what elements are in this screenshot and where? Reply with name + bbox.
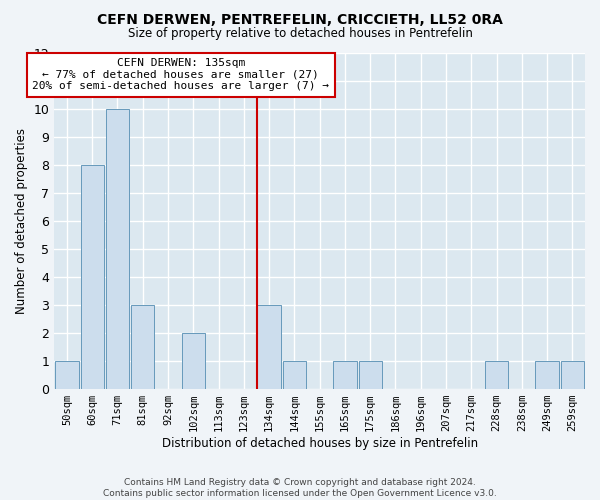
Bar bbox=[131, 305, 154, 389]
Text: CEFN DERWEN: 135sqm
← 77% of detached houses are smaller (27)
20% of semi-detach: CEFN DERWEN: 135sqm ← 77% of detached ho… bbox=[32, 58, 329, 92]
Bar bbox=[106, 108, 129, 389]
Bar bbox=[485, 361, 508, 389]
Text: CEFN DERWEN, PENTREFELIN, CRICCIETH, LL52 0RA: CEFN DERWEN, PENTREFELIN, CRICCIETH, LL5… bbox=[97, 12, 503, 26]
Bar bbox=[535, 361, 559, 389]
Bar bbox=[55, 361, 79, 389]
Text: Size of property relative to detached houses in Pentrefelin: Size of property relative to detached ho… bbox=[128, 28, 472, 40]
Bar bbox=[333, 361, 356, 389]
Y-axis label: Number of detached properties: Number of detached properties bbox=[15, 128, 28, 314]
Bar bbox=[80, 164, 104, 389]
Bar bbox=[283, 361, 306, 389]
X-axis label: Distribution of detached houses by size in Pentrefelin: Distribution of detached houses by size … bbox=[161, 437, 478, 450]
Bar bbox=[359, 361, 382, 389]
Bar bbox=[182, 333, 205, 389]
Text: Contains HM Land Registry data © Crown copyright and database right 2024.
Contai: Contains HM Land Registry data © Crown c… bbox=[103, 478, 497, 498]
Bar bbox=[561, 361, 584, 389]
Bar bbox=[257, 305, 281, 389]
